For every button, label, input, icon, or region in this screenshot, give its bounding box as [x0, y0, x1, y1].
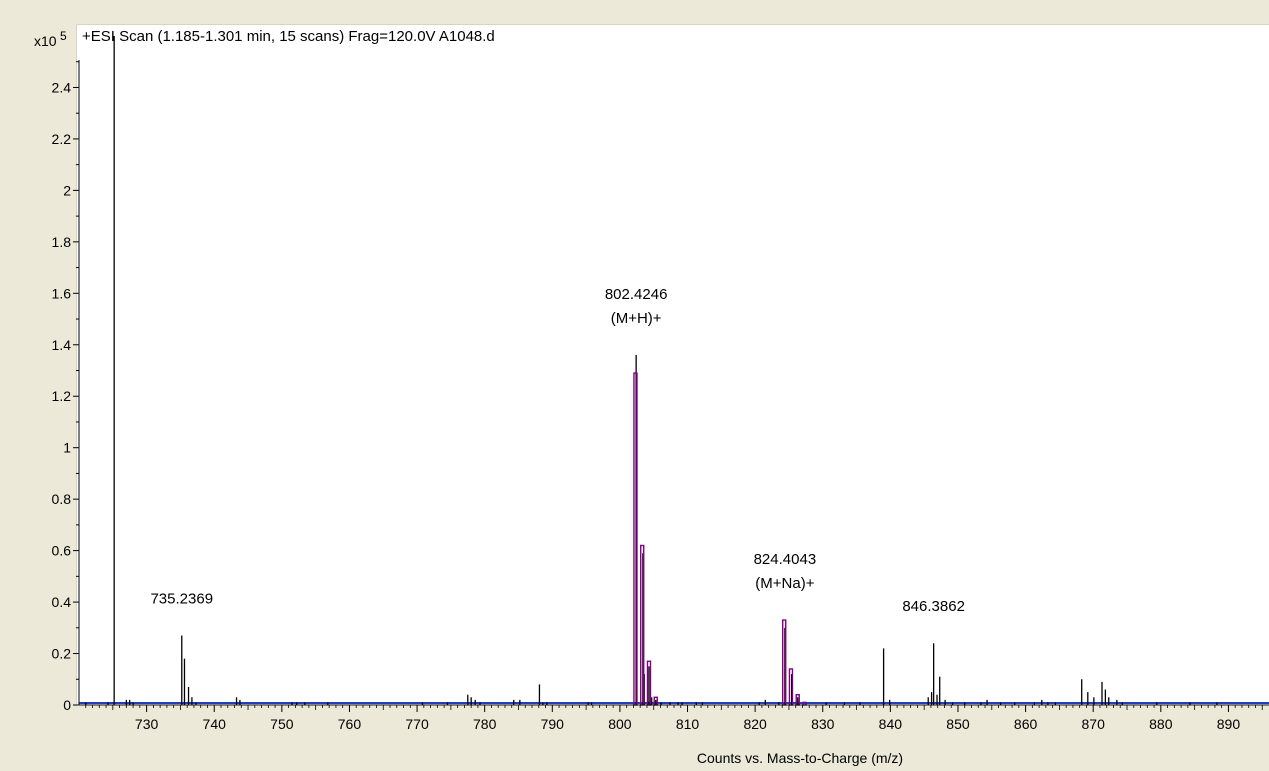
y-tick-label: 1 — [63, 440, 71, 456]
x-tick-label: 740 — [203, 716, 227, 732]
isotope-model-peak — [640, 544, 645, 706]
peak-annotation: 846.3862 — [902, 598, 965, 615]
x-tick-label: 850 — [946, 716, 970, 732]
y-exponent-label: 5 — [60, 29, 67, 43]
isotope-model-peak — [633, 372, 638, 706]
x-tick-label: 830 — [811, 716, 835, 732]
x-tick-label: 840 — [879, 716, 903, 732]
y-multiplier-label: x10 — [34, 33, 57, 49]
y-tick-label: 1.6 — [52, 285, 72, 301]
y-tick-label: 2 — [63, 182, 71, 198]
y-tick-label: 1.4 — [52, 337, 72, 353]
x-tick-label: 870 — [1082, 716, 1106, 732]
plot-area — [76, 24, 1269, 706]
x-tick-label: 820 — [743, 716, 767, 732]
y-tick-label: 0.6 — [52, 543, 72, 559]
x-tick-label: 800 — [608, 716, 632, 732]
peak-annotation: 824.4043 — [754, 551, 817, 568]
x-tick-label: 890 — [1217, 716, 1241, 732]
y-tick-label: 2.4 — [52, 79, 72, 95]
x-tick-label: 770 — [405, 716, 429, 732]
x-tick-label: 880 — [1149, 716, 1173, 732]
y-tick-label: 0 — [63, 697, 71, 713]
isotope-model-peak — [788, 668, 794, 706]
y-tick-label: 0.2 — [52, 646, 72, 662]
y-tick-label: 2.2 — [52, 131, 72, 147]
y-tick-label: 1.8 — [52, 234, 72, 250]
x-tick-label: 780 — [473, 716, 497, 732]
x-tick-label: 760 — [338, 716, 362, 732]
peak-annotation: (M+Na)+ — [755, 575, 814, 592]
x-tick-label: 790 — [541, 716, 565, 732]
chart-title: +ESI Scan (1.185-1.301 min, 15 scans) Fr… — [82, 28, 495, 45]
isotope-model-peak — [782, 619, 787, 706]
peak-annotation: 735.2369 — [150, 591, 213, 608]
x-tick-label: 730 — [135, 716, 159, 732]
x-tick-label: 860 — [1014, 716, 1038, 732]
x-axis-title: Counts vs. Mass-to-Charge (m/z) — [697, 750, 903, 766]
peak-annotation: 802.4246 — [605, 286, 668, 303]
y-tick-label: 0.8 — [52, 491, 72, 507]
x-tick-label: 810 — [676, 716, 700, 732]
y-tick-label: 1.2 — [52, 388, 72, 404]
peak-annotation: (M+H)+ — [611, 310, 662, 327]
y-tick-label: 0.4 — [52, 594, 72, 610]
x-tick-label: 750 — [270, 716, 294, 732]
